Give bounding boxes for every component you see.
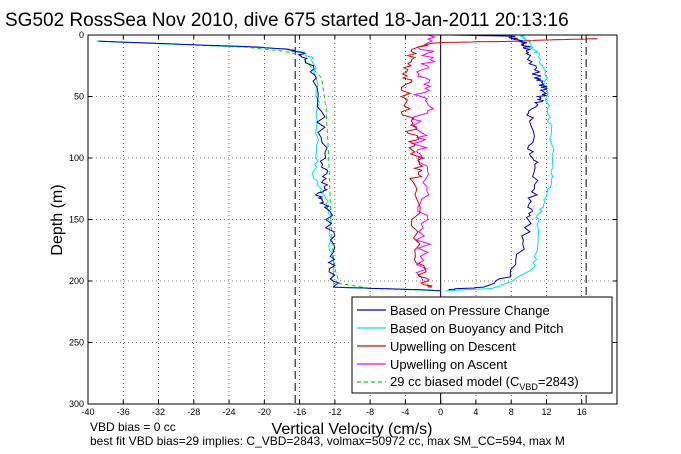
legend-label-model-suffix: =2843) bbox=[538, 374, 579, 389]
x-tick-label: -4 bbox=[401, 407, 409, 417]
x-tick-label: -32 bbox=[152, 407, 165, 417]
x-tick-label: 4 bbox=[473, 407, 478, 417]
y-tick-label: 100 bbox=[69, 153, 84, 163]
x-tick-label: -16 bbox=[293, 407, 306, 417]
x-tick-label: -28 bbox=[187, 407, 200, 417]
y-tick-label: 250 bbox=[69, 338, 84, 348]
annotation-vbd-bias: VBD bias = 0 cc bbox=[90, 420, 176, 434]
y-tick-label: 200 bbox=[69, 276, 84, 286]
y-axis-label: Depth (m) bbox=[49, 184, 66, 255]
legend: Based on Pressure Change Based on Buoyan… bbox=[351, 296, 613, 394]
legend-label-pressure: Based on Pressure Change bbox=[390, 303, 550, 318]
series-buoyancy-descent-line bbox=[96, 40, 441, 292]
y-tick-label: 300 bbox=[69, 399, 84, 409]
x-tick-label: -36 bbox=[117, 407, 130, 417]
legend-label-descent: Upwelling on Descent bbox=[390, 339, 516, 354]
series-pressure-descent-line bbox=[98, 40, 441, 292]
x-tick-label: -24 bbox=[223, 407, 236, 417]
legend-label-buoyancy: Based on Buoyancy and Pitch bbox=[390, 321, 563, 336]
x-axis-label: Vertical Velocity (cm/s) bbox=[272, 421, 433, 438]
legend-box bbox=[351, 296, 613, 394]
annotation-best-fit: best fit VBD bias=29 implies: C_VBD=2843… bbox=[90, 434, 565, 448]
x-tick-label: 12 bbox=[541, 407, 551, 417]
legend-label-ascent: Upwelling on Ascent bbox=[390, 357, 507, 372]
x-tick-label: 0 bbox=[438, 407, 443, 417]
x-tick-label: -40 bbox=[81, 407, 94, 417]
legend-label-model-prefix: 29 cc biased model (C bbox=[390, 374, 519, 389]
series-ascent-upwelling-line bbox=[410, 34, 437, 282]
y-tick-label: 150 bbox=[69, 215, 84, 225]
legend-label-model-sub: VBD bbox=[519, 382, 538, 392]
series-buoyancy-ascent-line bbox=[440, 34, 555, 292]
x-tick-label: 16 bbox=[577, 407, 587, 417]
x-tick-label: 8 bbox=[509, 407, 514, 417]
x-tick-label: -12 bbox=[328, 407, 341, 417]
x-tick-label: -8 bbox=[366, 407, 374, 417]
series-descent-upwelling-line bbox=[400, 38, 598, 288]
legend-label-model: 29 cc biased model (CVBD=2843) bbox=[390, 374, 579, 392]
y-tick-label: 0 bbox=[79, 30, 84, 40]
chart-title: SG502 RossSea Nov 2010, dive 675 started… bbox=[5, 10, 569, 31]
series-pressure-ascent-line bbox=[440, 34, 548, 291]
series-model-line bbox=[96, 40, 441, 292]
y-tick-label: 50 bbox=[74, 92, 84, 102]
x-tick-label: -20 bbox=[258, 407, 271, 417]
